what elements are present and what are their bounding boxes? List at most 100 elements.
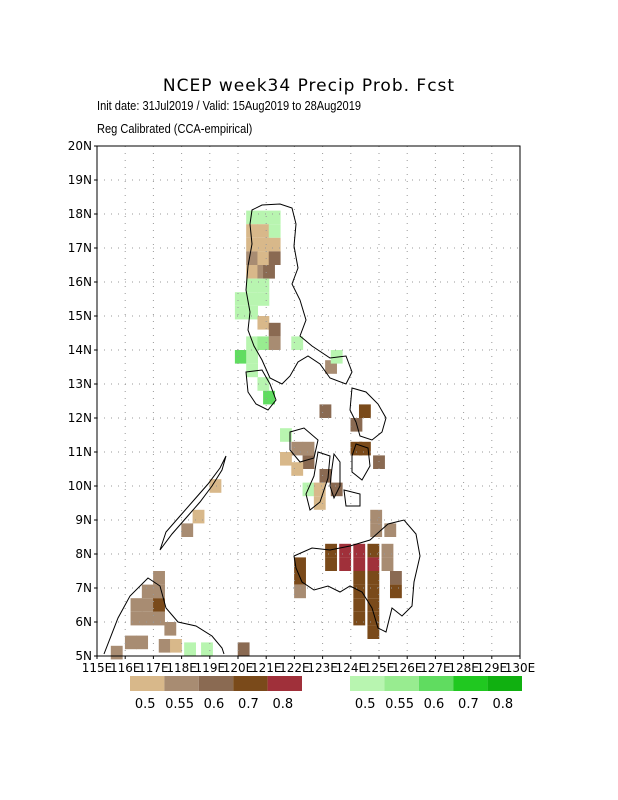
wet-cell (246, 292, 259, 306)
dry-cell (181, 523, 194, 537)
dry-cell (257, 237, 270, 252)
dry-cell (381, 557, 394, 571)
dry-cell (110, 645, 123, 660)
lat-tick-label: 5N (75, 649, 92, 663)
wet-cell (234, 292, 247, 306)
dry-cell (353, 571, 366, 585)
dry-cell (164, 622, 177, 636)
negros-coast (305, 451, 331, 511)
wet-cell (201, 642, 213, 656)
wet-cell (246, 350, 259, 364)
wet-cell (291, 336, 304, 350)
dry-cell (353, 557, 366, 571)
longitude-tick-labels: 115E116E117E118E119E120E121E122E123E124E… (82, 656, 536, 675)
map-gridlines (97, 146, 520, 656)
wet-cell (263, 390, 275, 405)
dry-cell (367, 584, 380, 599)
page-title: NCEP week34 Precip Prob. Fcst (162, 76, 456, 96)
dry-cell (237, 642, 250, 656)
dry-cell (313, 482, 326, 497)
legend-label: 0.6 (204, 697, 225, 712)
lon-tick-label: 130E (505, 661, 536, 675)
wet-cell (268, 210, 281, 225)
dry-cell (124, 635, 137, 650)
palawan-coast (159, 455, 227, 551)
calibration-subtitle: Reg Calibrated (CCA-empirical) (97, 121, 253, 136)
dry-cell (192, 509, 205, 524)
dry-cell (268, 237, 281, 252)
legend-label: 0.55 (165, 697, 194, 712)
legend-swatch (130, 676, 165, 691)
legend-swatch (487, 676, 522, 691)
legend-label: 0.55 (385, 697, 414, 712)
dry-cell (257, 224, 270, 238)
legend-swatch (350, 676, 385, 691)
lat-tick-label: 20N (68, 139, 92, 153)
bohol-coast (343, 489, 361, 507)
lon-tick-label: 125E (364, 661, 395, 675)
lat-tick-label: 19N (68, 173, 92, 187)
mindanao-coast (293, 519, 421, 633)
dry-cell (170, 639, 182, 653)
dry-cell (136, 635, 149, 650)
wet-cell (246, 210, 259, 225)
wet-cell (257, 336, 270, 350)
cebu-coast (329, 452, 341, 500)
lat-tick-label: 8N (75, 547, 92, 561)
legend-label: 0.8 (272, 697, 293, 712)
wet-cell (246, 305, 259, 320)
lat-tick-label: 16N (68, 275, 92, 289)
wet-cell (280, 428, 292, 442)
dry-cell (367, 611, 380, 626)
dry-cell (291, 462, 304, 476)
legend-swatch (164, 676, 199, 691)
dry-cell (389, 584, 402, 599)
lat-tick-label: 9N (75, 513, 92, 527)
lat-tick-label: 13N (68, 377, 92, 391)
dry-cell (263, 265, 275, 279)
wet-cell (246, 278, 259, 293)
dry-cell (358, 441, 371, 456)
dry-cell (367, 557, 380, 571)
dry-cell (367, 571, 380, 585)
dry-cell (370, 509, 383, 524)
lat-tick-label: 15N (68, 309, 92, 323)
legend-label: 0.5 (135, 697, 156, 712)
dry-cell (294, 584, 306, 599)
lat-tick-label: 18N (68, 207, 92, 221)
dry-cell (257, 316, 270, 330)
lon-tick-label: 124E (336, 661, 367, 675)
lat-tick-label: 12N (68, 411, 92, 425)
dry-cell (353, 598, 366, 612)
dry-probability-legend: 0.5 0.55 0.6 0.7 0.8 (130, 676, 302, 712)
legend-label: 0.8 (492, 697, 513, 712)
dry-cell (367, 598, 380, 612)
dry-cell (268, 251, 281, 265)
lon-tick-label: 118E (166, 661, 197, 675)
dry-cell (325, 557, 337, 571)
lon-tick-label: 119E (195, 661, 226, 675)
wet-cell (246, 336, 259, 350)
dry-cell (153, 571, 165, 585)
dry-cell (153, 611, 165, 626)
samar-coast (349, 387, 387, 441)
dry-cell (313, 496, 326, 510)
dry-cell (353, 584, 366, 599)
dry-cell (257, 251, 270, 265)
dry-cell (373, 455, 385, 469)
leyte-coast (351, 443, 371, 481)
dry-cell (302, 441, 315, 456)
dry-cell (130, 611, 143, 626)
dry-cell (325, 543, 337, 558)
legend-label: 0.6 (424, 697, 445, 712)
dry-cell (367, 625, 380, 639)
dry-cell (153, 598, 165, 612)
forecast-dates-subtitle: Init date: 31Jul2019 / Valid: 15Aug2019 … (97, 98, 361, 113)
dry-cell (130, 598, 143, 612)
dry-cell (381, 543, 394, 558)
lon-tick-label: 123E (307, 661, 338, 675)
map-frame (96, 145, 521, 657)
dry-cell (330, 482, 343, 497)
legend-label: 0.7 (458, 697, 479, 712)
